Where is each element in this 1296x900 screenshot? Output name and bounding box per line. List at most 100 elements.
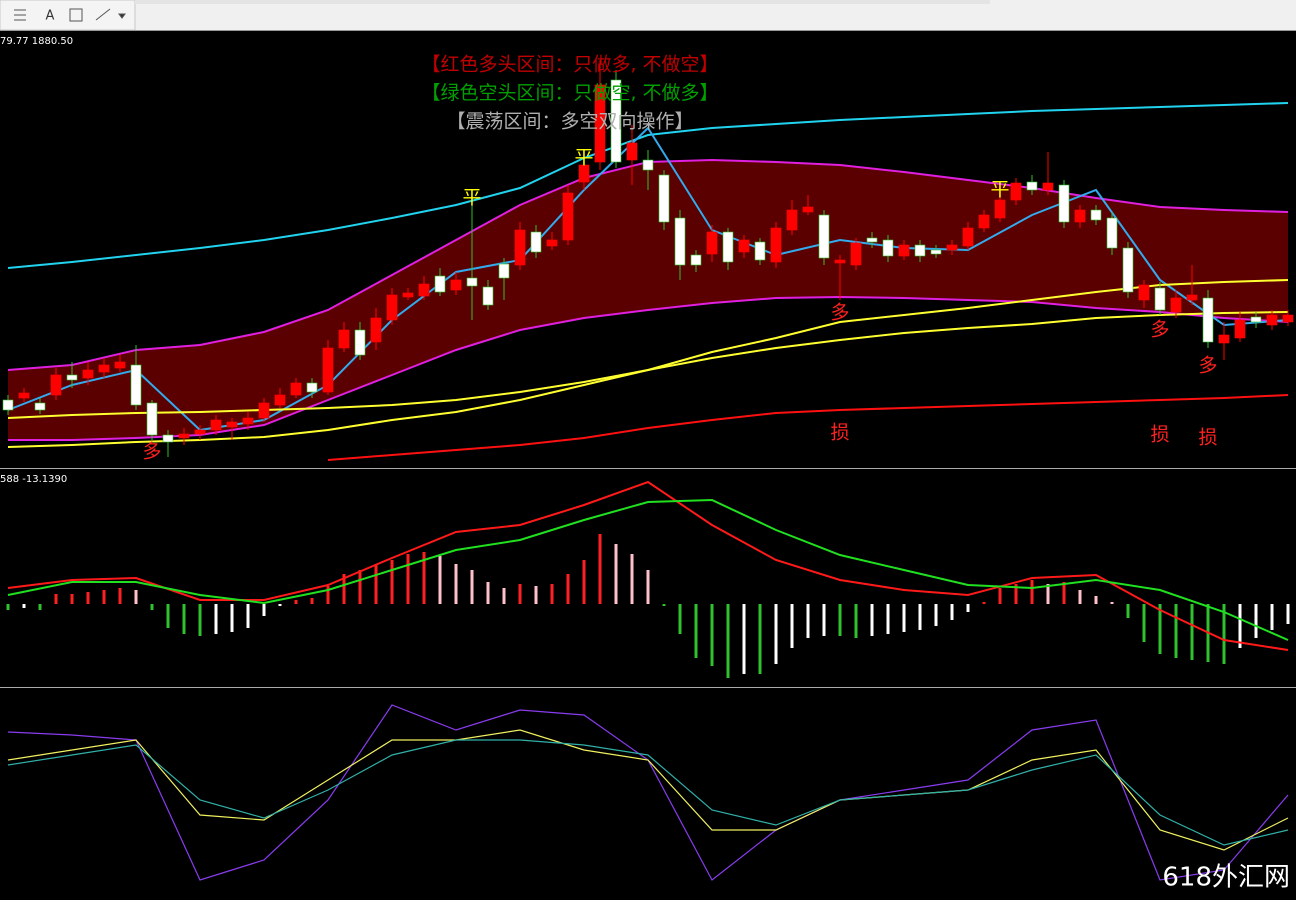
candle-body [370, 317, 382, 343]
histogram-bar [582, 560, 586, 604]
candle-body [466, 277, 478, 287]
candle-body [194, 429, 206, 435]
histogram-bar [710, 604, 714, 666]
histogram-bar [774, 604, 778, 664]
histogram-bar [118, 588, 122, 604]
oscillator-line [7, 729, 1289, 851]
candle-body [690, 254, 702, 266]
histogram-bar [694, 604, 698, 658]
candle-body [1202, 297, 1214, 343]
histogram-bar [1062, 582, 1066, 604]
histogram-bar [502, 588, 506, 604]
histogram-bar [406, 554, 410, 604]
candle-body [946, 244, 958, 251]
histogram-bar [422, 552, 426, 604]
candle-body [1282, 314, 1294, 323]
histogram-bar [1014, 584, 1018, 604]
candle-body [754, 241, 766, 261]
histogram-bar [326, 586, 330, 604]
histogram-bar [1238, 604, 1242, 648]
histogram-bar [870, 604, 874, 636]
histogram-bar [1190, 604, 1194, 660]
histogram-bar [54, 594, 58, 604]
candle-body [1042, 182, 1054, 191]
candle-body [914, 244, 926, 257]
histogram-bar [86, 592, 90, 604]
histogram-bar [598, 534, 602, 604]
candle-body [50, 374, 62, 396]
histogram-bar [470, 570, 474, 604]
icon-dropdown[interactable] [118, 13, 126, 19]
histogram-bar [390, 560, 394, 604]
histogram-bar [38, 604, 42, 610]
watermark: 618外汇网 [1162, 863, 1290, 893]
histogram-bar [1030, 580, 1034, 604]
histogram-bar [918, 604, 922, 630]
histogram-bar [198, 604, 202, 636]
signal-label: 平 [462, 187, 481, 209]
histogram-bar [902, 604, 906, 632]
candle-body [242, 417, 254, 425]
signal-label: 多 [830, 302, 849, 324]
histogram-bar [214, 604, 218, 634]
candle-body [626, 142, 638, 161]
candle-body [418, 283, 430, 297]
histogram-bar [166, 604, 170, 628]
candle-body [1170, 297, 1182, 313]
histogram-bar [550, 584, 554, 604]
histogram-bar [1286, 604, 1290, 624]
histogram-bar [614, 544, 618, 604]
candle-body [594, 84, 606, 163]
histogram-bar [630, 554, 634, 604]
toolbar-icons[interactable] [14, 8, 126, 22]
candle-body [450, 279, 462, 291]
annotation-note: 【红色多头区间：只做多, 不做空】 [421, 54, 718, 76]
signal-label: 损 [1198, 427, 1217, 449]
candle-body [210, 419, 222, 431]
candle-body [962, 227, 974, 247]
histogram-bar [150, 604, 154, 610]
candle-body [706, 231, 718, 255]
histogram-bar [758, 604, 762, 674]
candle-body [674, 217, 686, 266]
candle-body [1058, 184, 1070, 223]
candle-body [1122, 247, 1134, 293]
candle-body [386, 294, 398, 321]
candle-body [258, 402, 270, 419]
candle-body [498, 263, 510, 279]
indicator-line [7, 279, 1289, 448]
candle-body [162, 434, 174, 443]
histogram-bar [1142, 604, 1146, 642]
candle-body [658, 174, 670, 223]
candle-body [290, 382, 302, 396]
toolbar-text-tool[interactable]: A [46, 9, 55, 24]
candle-body [322, 347, 334, 393]
histogram-bar [310, 598, 314, 604]
icon-label[interactable] [69, 8, 83, 22]
toolbar-bg [0, 0, 1296, 30]
histogram-bar [742, 604, 746, 674]
histogram-bar [822, 604, 826, 636]
histogram-bar [534, 586, 538, 604]
histogram-bar [982, 602, 986, 604]
histogram-bar [374, 564, 378, 604]
candle-body [114, 361, 126, 369]
histogram-bar [134, 590, 138, 604]
indicator-line [327, 394, 1289, 461]
histogram-bar [886, 604, 890, 634]
candle-body [1266, 314, 1278, 326]
candle-body [850, 242, 862, 266]
histogram-bar [838, 604, 842, 636]
candle-body [546, 239, 558, 247]
candle-body [338, 329, 350, 349]
candle-body [1234, 319, 1246, 339]
icon-arrows[interactable] [95, 8, 111, 21]
candle-body [562, 192, 574, 241]
candle-body [146, 402, 158, 436]
histogram-bar [262, 604, 266, 616]
candle-body [82, 369, 94, 379]
candle-body [786, 209, 798, 231]
candle-body [274, 394, 286, 406]
annotation-note: 【震荡区间：多空双向操作】 [446, 111, 693, 133]
candle-body [66, 374, 78, 381]
